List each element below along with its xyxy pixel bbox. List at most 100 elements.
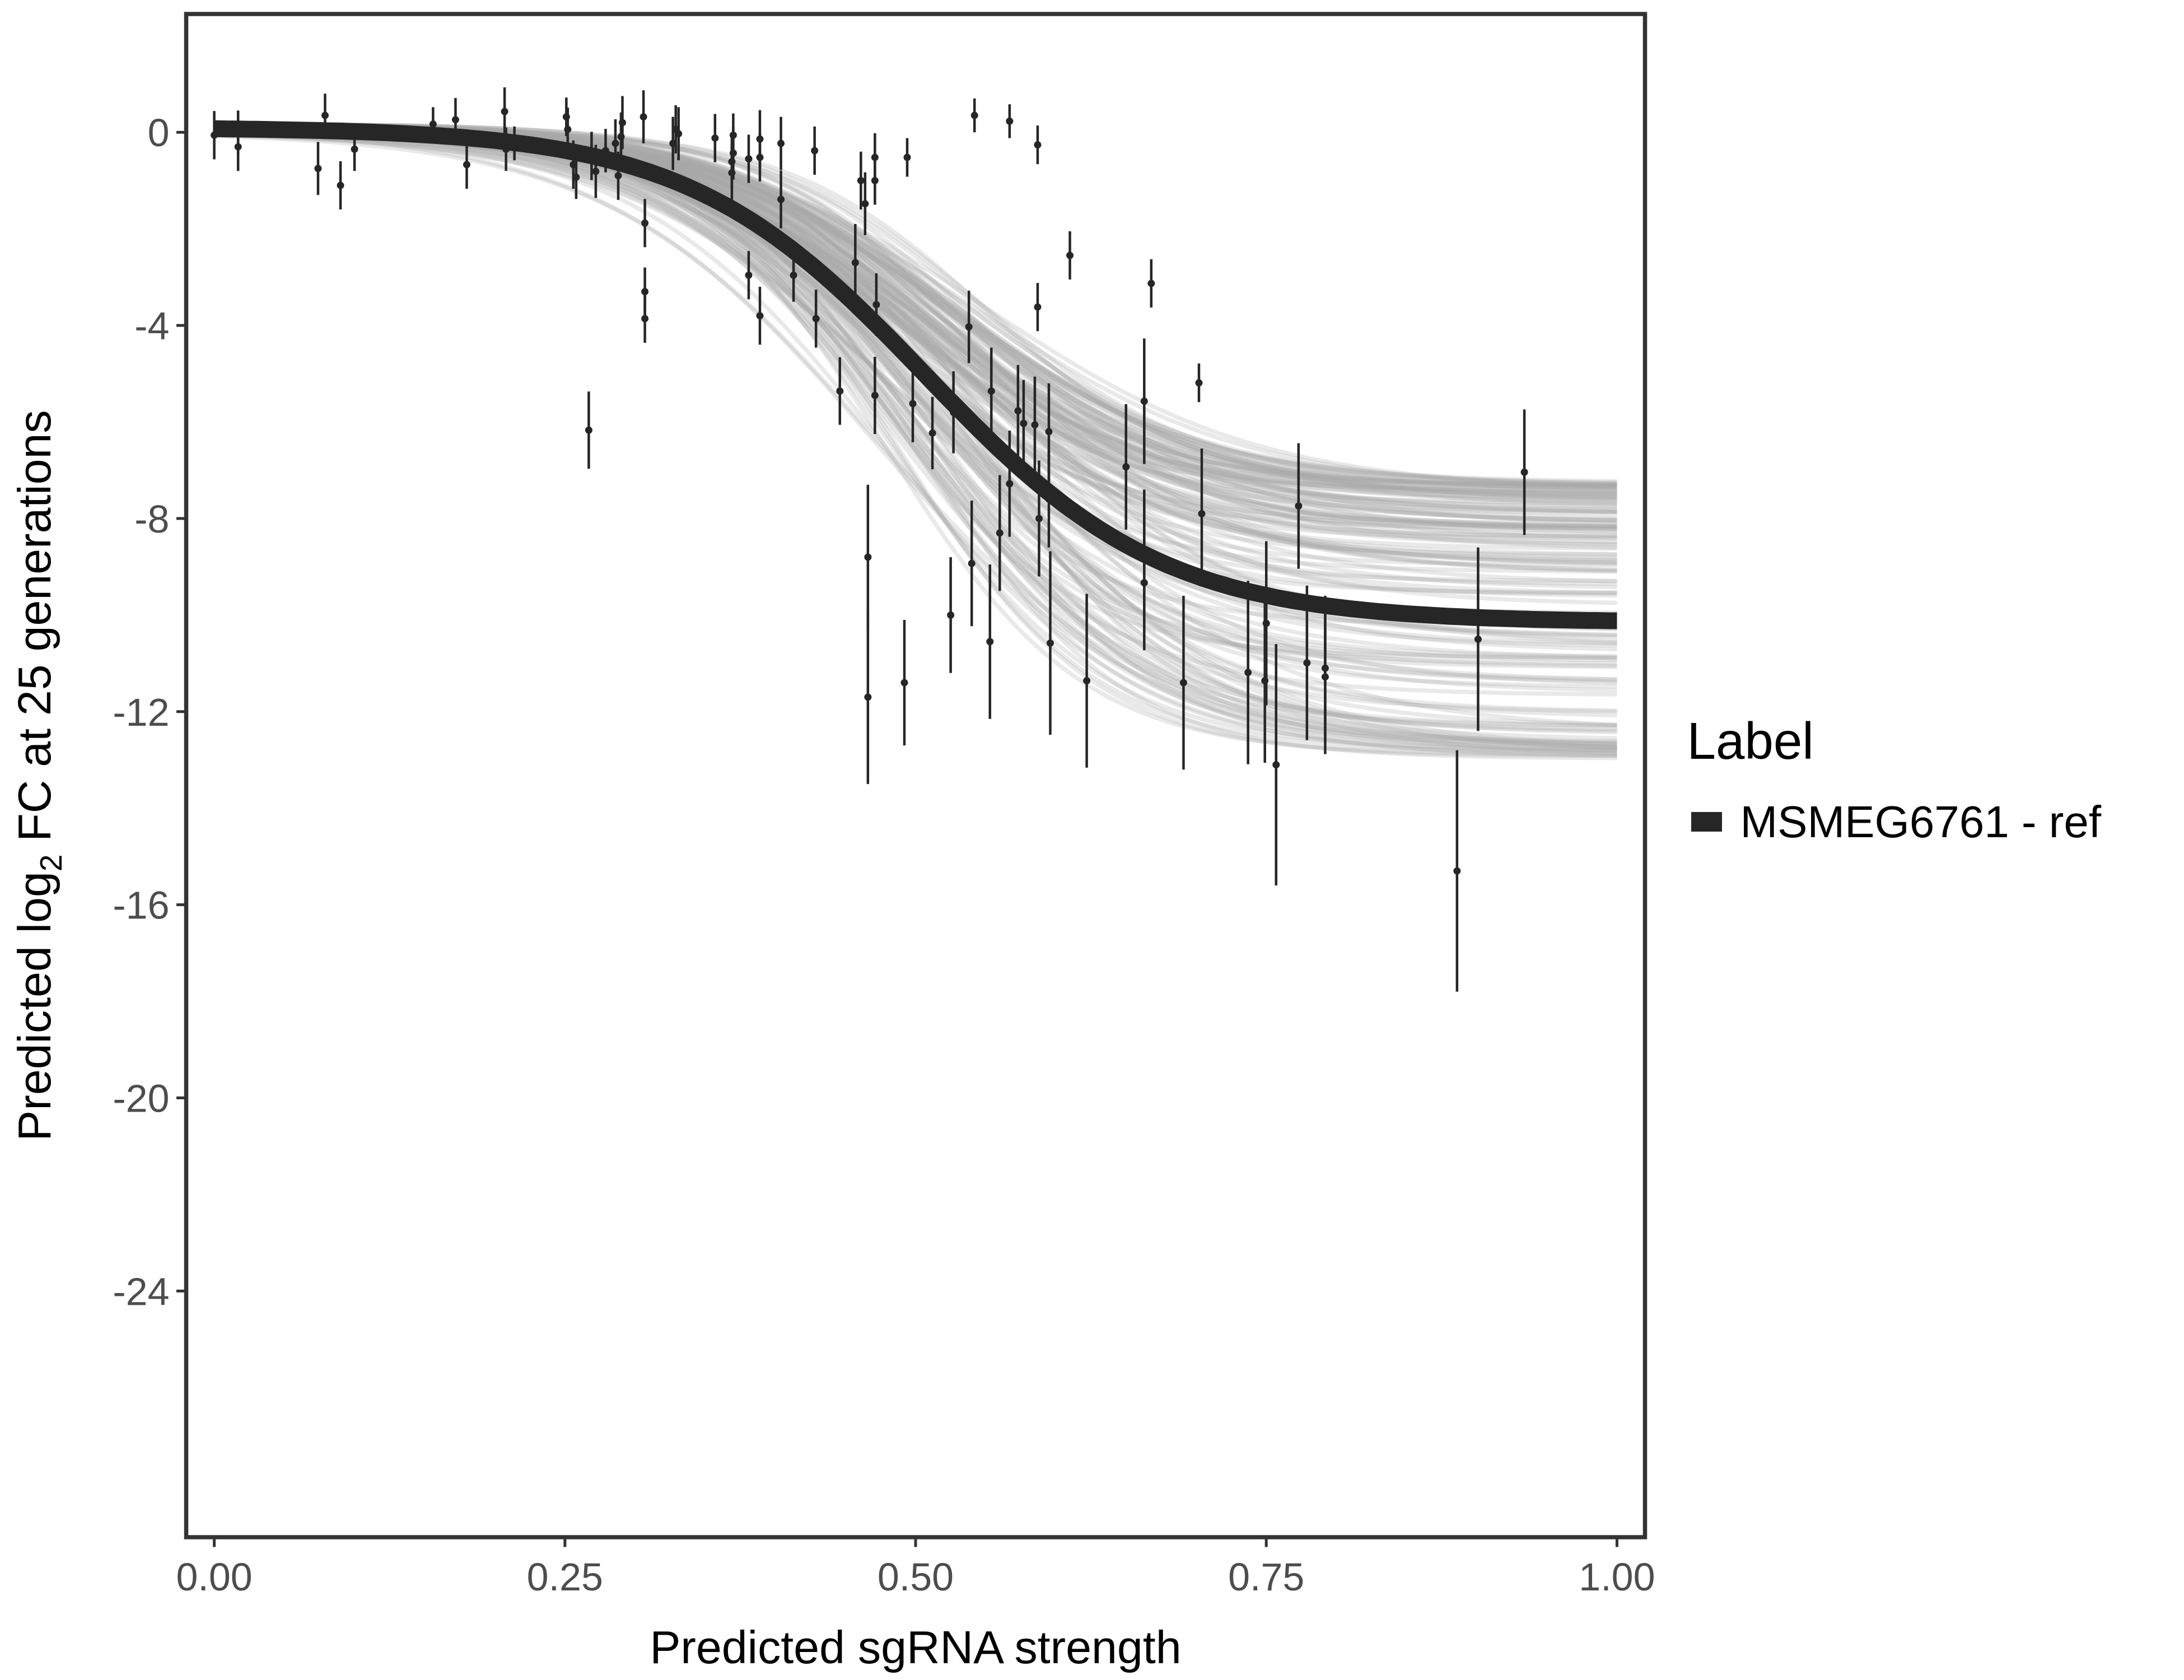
data-point — [572, 155, 580, 199]
x-axis-title: Predicted sgRNA strength — [650, 1622, 1181, 1673]
point-marker — [756, 312, 764, 320]
data-point — [1020, 380, 1028, 467]
point-marker — [1520, 468, 1528, 476]
data-point — [1295, 443, 1303, 569]
point-marker — [1140, 397, 1148, 405]
data-point — [947, 557, 955, 673]
point-marker — [729, 149, 737, 157]
data-point — [851, 224, 859, 301]
point-marker — [1045, 428, 1053, 436]
data-point — [1014, 365, 1022, 457]
posterior-draw-line — [214, 130, 1617, 639]
data-point — [337, 161, 344, 210]
posterior-draw-line — [214, 132, 1617, 740]
data-point — [745, 134, 753, 183]
data-point — [812, 290, 820, 348]
data-point — [1066, 231, 1074, 280]
data-point — [585, 391, 592, 469]
point-marker — [851, 259, 859, 267]
point-marker — [1303, 659, 1311, 667]
point-marker — [1321, 673, 1329, 681]
legend-item-label: MSMEG6761 - ref — [1740, 797, 2102, 847]
x-tick-label: 1.00 — [1579, 1555, 1655, 1599]
data-point — [1122, 404, 1130, 530]
data-point — [965, 290, 973, 363]
point-marker — [337, 181, 344, 189]
data-point — [861, 172, 869, 235]
fit-curve — [214, 120, 1617, 629]
posterior-draw-line — [214, 130, 1617, 745]
posterior-draw-line — [214, 133, 1617, 660]
point-marker — [996, 529, 1004, 537]
point-marker — [811, 147, 819, 155]
point-marker — [1031, 421, 1039, 429]
data-point — [900, 619, 908, 746]
point-marker — [1295, 502, 1303, 510]
data-point — [1147, 259, 1155, 308]
point-marker — [612, 139, 619, 147]
data-point — [1262, 541, 1270, 706]
point-marker — [1034, 303, 1042, 311]
data-point — [1474, 547, 1482, 731]
data-point — [1244, 581, 1252, 764]
point-marker — [1179, 679, 1187, 687]
point-marker — [1262, 619, 1270, 627]
data-point — [968, 501, 976, 627]
data-point — [1321, 599, 1329, 754]
point-marker — [314, 165, 322, 172]
point-marker — [501, 108, 508, 115]
point-marker — [812, 315, 820, 323]
data-point — [986, 564, 994, 719]
point-marker — [968, 559, 976, 567]
point-marker — [836, 387, 844, 395]
point-marker — [1014, 407, 1022, 415]
data-point — [641, 199, 649, 248]
posterior-draw-line — [214, 122, 1617, 485]
point-marker — [1272, 761, 1280, 769]
data-point — [756, 287, 764, 345]
legend-key-swatch — [1691, 812, 1722, 832]
posterior-draw-line — [214, 132, 1617, 682]
data-point — [641, 294, 649, 343]
point-marker — [463, 161, 470, 169]
posterior-draw-line — [214, 122, 1617, 529]
y-axis-title: Predicted log2 FC at 25 generations — [9, 410, 68, 1141]
data-point — [1034, 283, 1042, 332]
posterior-draw-line — [214, 128, 1617, 637]
data-point — [987, 347, 995, 435]
y-tick-label: -4 — [134, 304, 169, 348]
y-axis: 0 -4 -8 -12 -16 -20 -24 — [113, 111, 186, 1313]
posterior-draw-line — [214, 122, 1617, 550]
data-point — [996, 475, 1004, 591]
point-marker — [777, 139, 785, 147]
data-point — [1034, 125, 1042, 165]
point-marker — [903, 153, 911, 161]
data-point — [1140, 515, 1148, 651]
x-tick-label: 0.50 — [878, 1555, 954, 1599]
point-marker — [1066, 251, 1074, 259]
x-axis: 0.00 0.25 0.50 0.75 1.00 — [176, 1537, 1655, 1599]
point-marker — [711, 134, 719, 142]
point-marker — [1006, 117, 1014, 125]
point-marker — [1198, 510, 1206, 517]
point-marker — [641, 315, 649, 323]
data-point — [1031, 376, 1039, 473]
data-point — [463, 140, 470, 189]
y-tick-label: -8 — [134, 497, 169, 541]
point-marker — [1195, 379, 1203, 387]
point-marker — [1083, 677, 1091, 685]
y-tick-label: -20 — [113, 1076, 169, 1120]
data-point — [1453, 750, 1461, 992]
point-marker — [864, 693, 872, 701]
data-point — [501, 87, 508, 136]
legend-title: Label — [1687, 712, 1814, 770]
data-point — [729, 126, 737, 180]
point-marker — [592, 167, 600, 175]
data-point — [745, 251, 753, 300]
data-points — [211, 87, 1528, 992]
point-marker — [321, 111, 329, 119]
data-point — [903, 138, 911, 177]
point-marker — [429, 120, 437, 128]
point-marker — [872, 301, 880, 309]
